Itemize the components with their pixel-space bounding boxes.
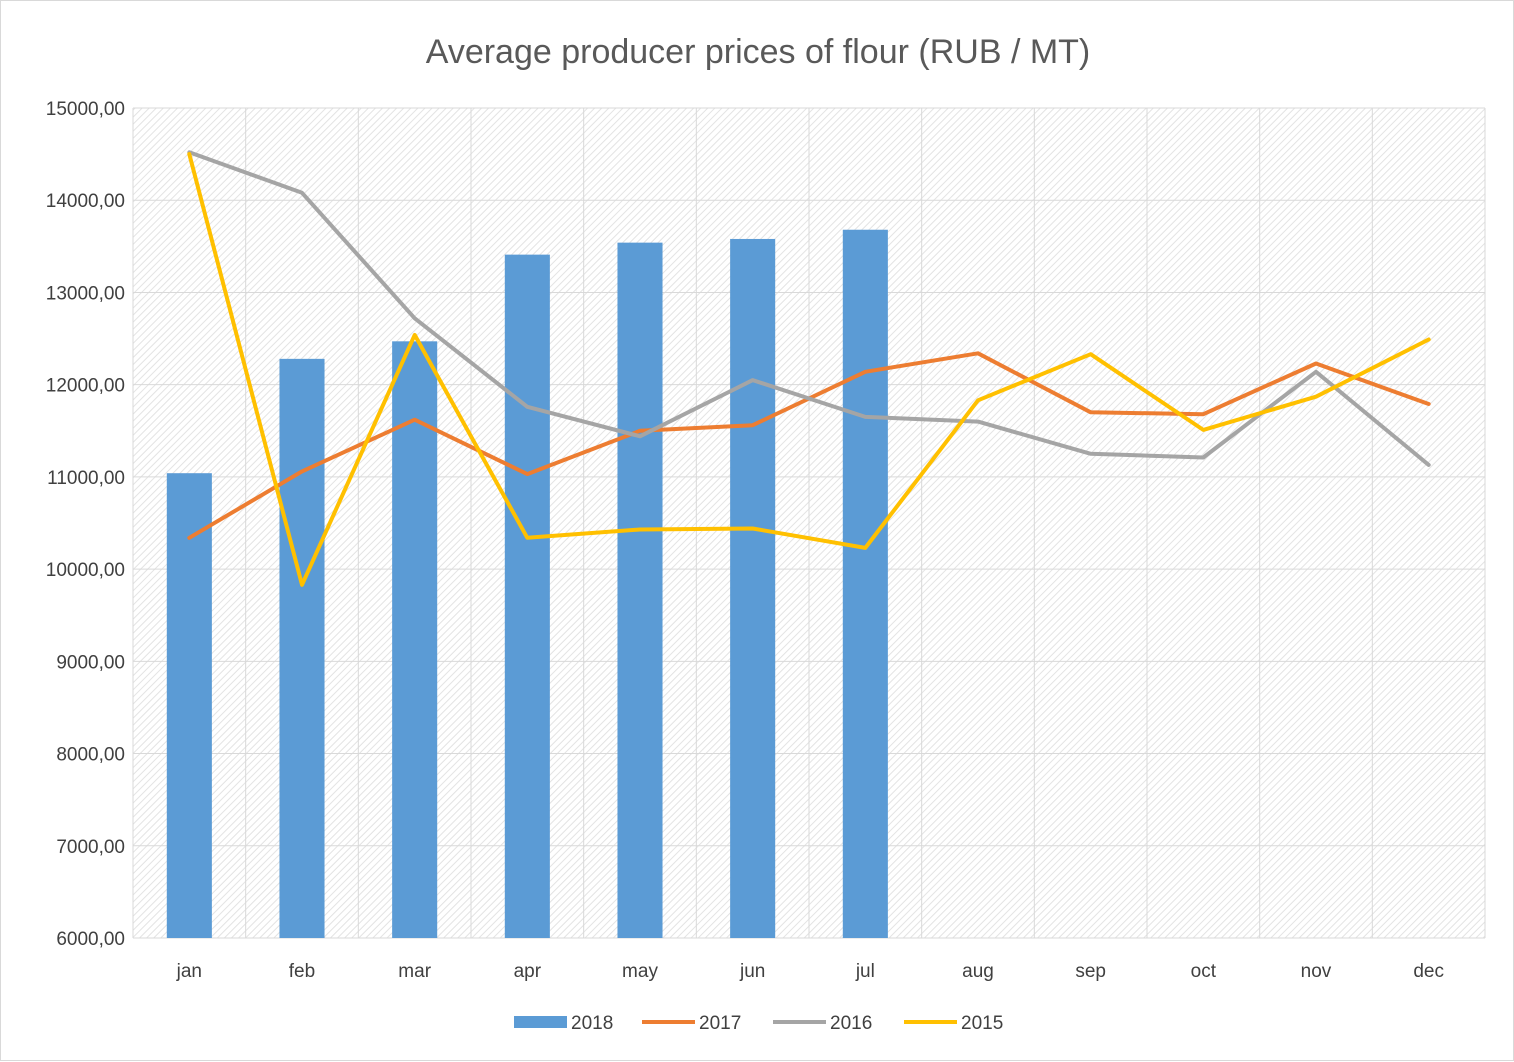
x-tick-label: jan — [176, 961, 202, 982]
y-tick-label: 9000,00 — [56, 652, 125, 673]
x-tick-label: aug — [962, 961, 994, 982]
x-tick-label: dec — [1413, 961, 1444, 982]
x-tick-label: nov — [1301, 961, 1332, 982]
line-series-2015 — [187, 152, 1431, 587]
legend: 2018 2017 2016 2015 — [514, 1013, 1003, 1034]
y-tick-label: 8000,00 — [56, 745, 125, 766]
bar-2018-jun — [730, 238, 776, 938]
legend-label-2016: 2016 — [830, 1013, 872, 1034]
y-tick-label: 14000,00 — [46, 191, 125, 212]
y-tick-label: 6000,00 — [56, 929, 125, 950]
line-series-2016 — [187, 150, 1431, 467]
bar-2018-jul — [842, 229, 888, 938]
legend-swatch-2018 — [514, 1016, 567, 1028]
y-tick-label: 15000,00 — [46, 99, 125, 120]
x-axis-tick-labels: jan feb mar apr may jun jul aug sep oct nov dec — [176, 961, 1444, 982]
y-tick-label: 10000,00 — [46, 560, 125, 581]
legend-label-2015: 2015 — [961, 1013, 1003, 1034]
bar-2018-mar — [392, 341, 438, 938]
y-tick-label: 11000,00 — [47, 468, 125, 489]
bar-2018-jan — [166, 473, 212, 938]
x-tick-label: feb — [289, 961, 315, 982]
legend-label-2017: 2017 — [699, 1013, 741, 1034]
chart-title: Average producer prices of flour (RUB / … — [426, 33, 1091, 71]
x-tick-label: apr — [514, 961, 542, 982]
gridlines — [132, 107, 1486, 939]
y-tick-label: 7000,00 — [56, 837, 125, 858]
y-tick-label: 12000,00 — [46, 376, 125, 397]
bar-2018-apr — [504, 254, 550, 939]
bar-2018-feb — [279, 358, 325, 938]
bar-series — [166, 229, 888, 939]
bar-2018-may — [617, 242, 663, 939]
x-tick-label: may — [622, 961, 658, 982]
x-tick-label: jul — [855, 961, 875, 982]
x-tick-label: oct — [1191, 961, 1217, 982]
y-axis-tick-labels: 6000,00 7000,00 8000,00 9000,00 10000,00 1100… — [46, 99, 125, 950]
y-tick-label: 13000,00 — [46, 283, 125, 304]
line-series — [187, 150, 1431, 587]
x-tick-label: sep — [1075, 961, 1106, 982]
x-tick-label: mar — [398, 961, 431, 982]
legend-label-2018: 2018 — [571, 1013, 613, 1034]
x-tick-label: jun — [739, 961, 765, 982]
